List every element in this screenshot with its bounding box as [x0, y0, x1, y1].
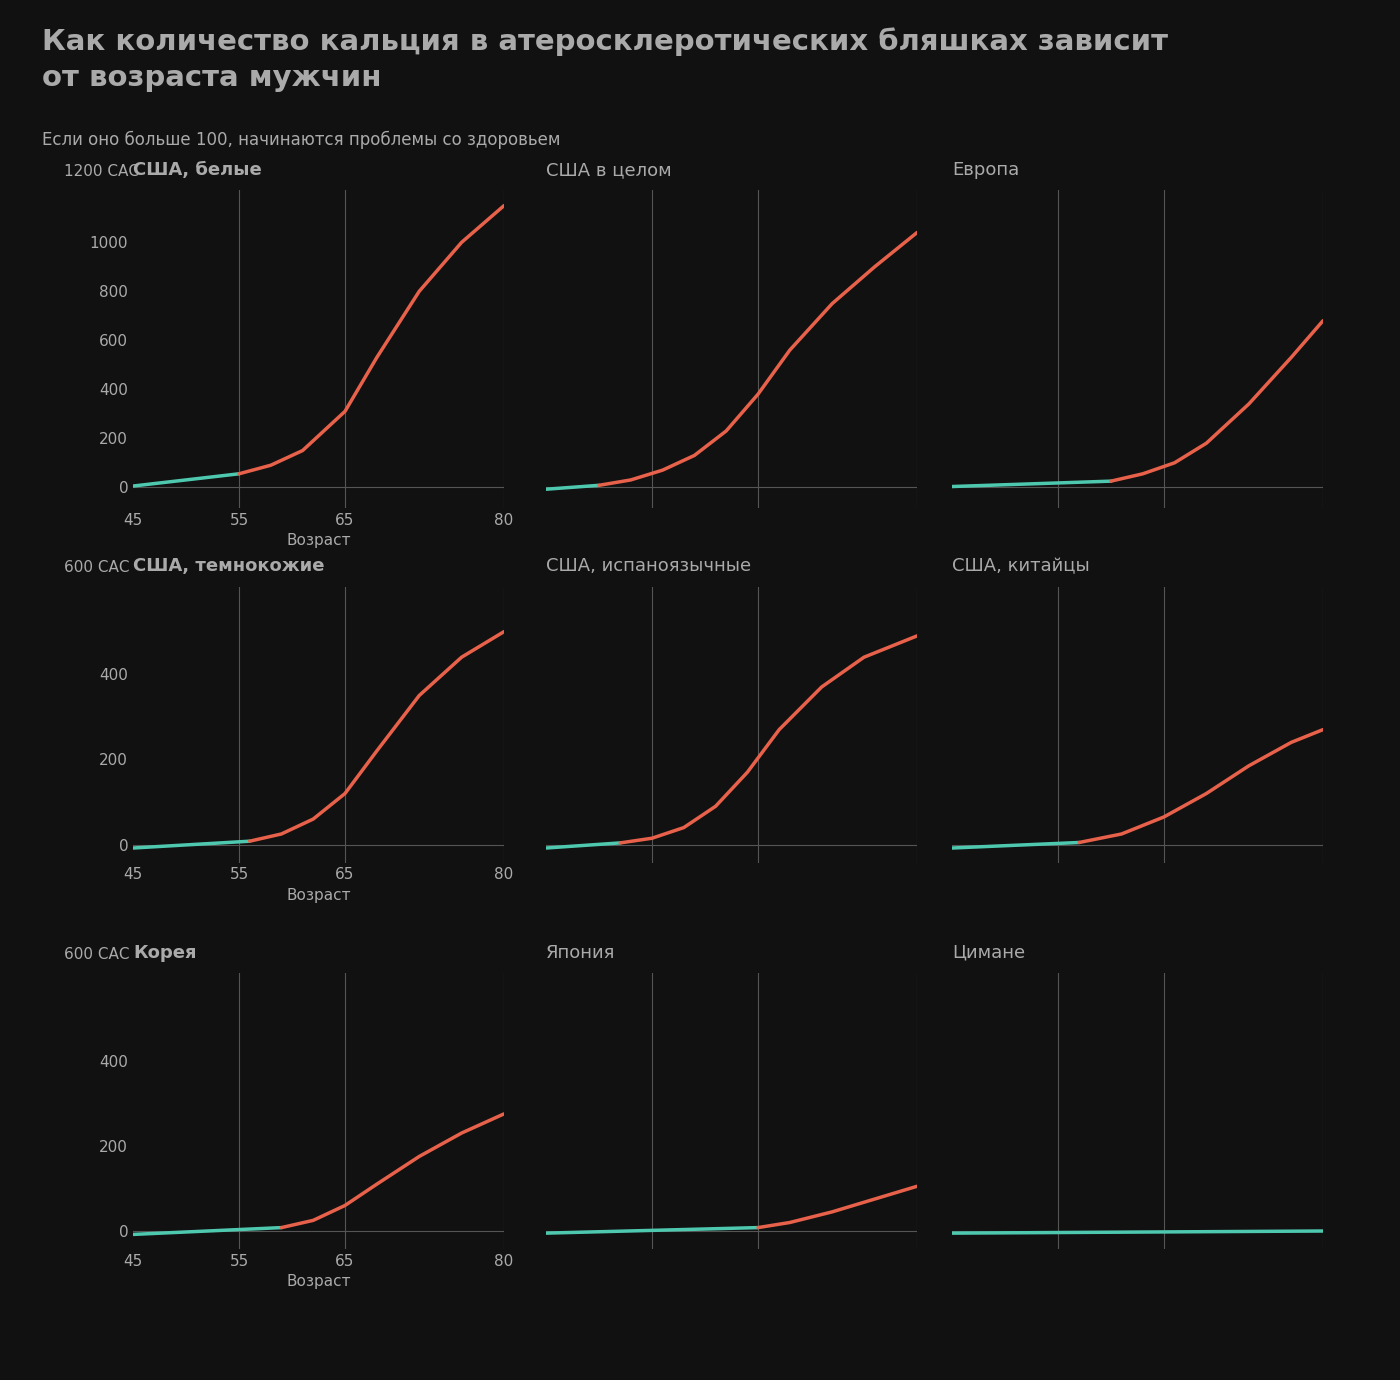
- Text: США, белые: США, белые: [133, 161, 262, 179]
- Text: Как количество кальция в атеросклеротических бляшках зависит
от возраста мужчин: Как количество кальция в атеросклеротиче…: [42, 28, 1168, 92]
- X-axis label: Возраст: Возраст: [286, 533, 351, 548]
- Text: 1200 САС: 1200 САС: [63, 164, 139, 179]
- X-axis label: Возраст: Возраст: [286, 887, 351, 903]
- Text: 600 САС: 600 САС: [63, 947, 129, 962]
- Text: Корея: Корея: [133, 944, 196, 962]
- Text: США, испаноязычные: США, испаноязычные: [546, 558, 752, 575]
- Text: 600 САС: 600 САС: [63, 560, 129, 575]
- X-axis label: Возраст: Возраст: [286, 1274, 351, 1289]
- Text: Если оно больше 100, начинаются проблемы со здоровьем: Если оно больше 100, начинаются проблемы…: [42, 131, 560, 149]
- Text: США, темнокожие: США, темнокожие: [133, 558, 325, 575]
- Text: США, китайцы: США, китайцы: [952, 558, 1089, 575]
- Text: Европа: Европа: [952, 161, 1019, 179]
- Text: США в целом: США в целом: [546, 161, 672, 179]
- Text: Япония: Япония: [546, 944, 616, 962]
- Text: Цимане: Цимане: [952, 944, 1025, 962]
